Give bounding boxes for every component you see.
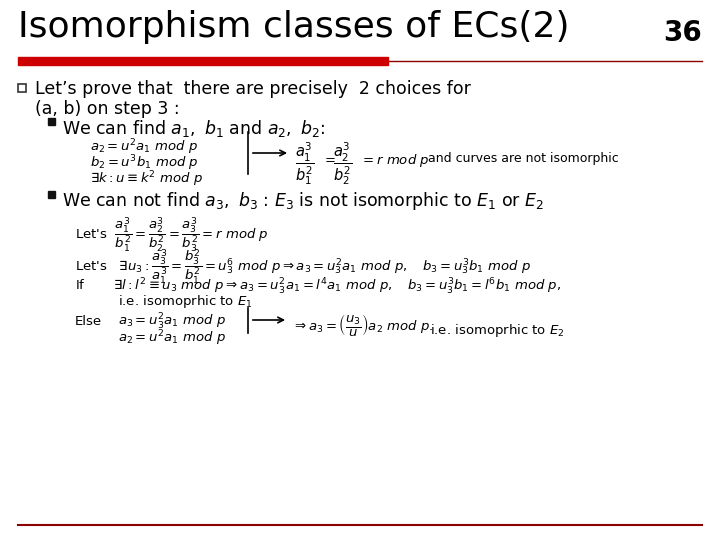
Text: $\Rightarrow a_3 = \left(\dfrac{u_3}{u}\right) a_2\ mod\ p.$: $\Rightarrow a_3 = \left(\dfrac{u_3}{u}\…: [292, 312, 433, 338]
Text: and curves are not isomorphic: and curves are not isomorphic: [428, 152, 618, 165]
Text: We can find $a_1,\ b_1$ and $a_2,\ b_2$:: We can find $a_1,\ b_1$ and $a_2,\ b_2$:: [62, 118, 325, 139]
Text: $b_2 = u^3 b_1\ mod\ p$: $b_2 = u^3 b_1\ mod\ p$: [90, 153, 199, 173]
Text: $\dfrac{a_2^3}{b_2^2}$: $\dfrac{a_2^3}{b_2^2}$: [333, 140, 352, 187]
Bar: [18, 84, 26, 92]
Bar: [18, 57, 388, 65]
Text: If       $\exists l : l^2 \equiv u_3\ mod\ p \Rightarrow a_3 = u_3^2 a_1 = l^4 a: If $\exists l : l^2 \equiv u_3\ mod\ p \…: [75, 277, 561, 297]
Text: i.e. isomoprhic to $E_1$: i.e. isomoprhic to $E_1$: [118, 293, 253, 310]
Text: i.e. isomoprhic to $E_2$: i.e. isomoprhic to $E_2$: [430, 322, 564, 339]
Text: Let's  $\dfrac{a_1^3}{b_1^2} = \dfrac{a_2^3}{b_2^2} = \dfrac{a_3^3}{b_3^2} = r\ : Let's $\dfrac{a_1^3}{b_1^2} = \dfrac{a_2…: [75, 215, 269, 254]
Text: Isomorphism classes of ECs(2): Isomorphism classes of ECs(2): [18, 10, 570, 44]
Bar: [48, 118, 55, 125]
Text: 36: 36: [663, 19, 702, 47]
Text: $=$: $=$: [322, 152, 336, 165]
Text: $a_2 = u^2 a_1\ mod\ p$: $a_2 = u^2 a_1\ mod\ p$: [90, 137, 198, 157]
Text: Let's   $\exists u_3 : \dfrac{a_3^3}{a_1^3} = \dfrac{b_3^2}{b_1^2} = u_3^6\ mod\: Let's $\exists u_3 : \dfrac{a_3^3}{a_1^3…: [75, 247, 531, 286]
Text: Else: Else: [75, 315, 102, 328]
Text: $\dfrac{a_1^3}{b_1^2}$: $\dfrac{a_1^3}{b_1^2}$: [295, 140, 315, 187]
Text: $\exists k : u \equiv k^2\ mod\ p$: $\exists k : u \equiv k^2\ mod\ p$: [90, 169, 203, 188]
Text: Let’s prove that  there are precisely  2 choices for: Let’s prove that there are precisely 2 c…: [35, 80, 471, 98]
Text: (a, b) on step 3 :: (a, b) on step 3 :: [35, 100, 179, 118]
Text: We can not find $a_3,\ b_3$ : $E_3$ is not isomorphic to $E_1$ or $E_2$: We can not find $a_3,\ b_3$ : $E_3$ is n…: [62, 190, 544, 212]
Text: $a_2 = u^2 a_1\ mod\ p$: $a_2 = u^2 a_1\ mod\ p$: [118, 328, 226, 348]
Text: $a_3 = u_3^2 a_1\ mod\ p$: $a_3 = u_3^2 a_1\ mod\ p$: [118, 312, 226, 332]
Text: $= r\ mod\ p$: $= r\ mod\ p$: [360, 152, 430, 169]
Bar: [48, 191, 55, 198]
